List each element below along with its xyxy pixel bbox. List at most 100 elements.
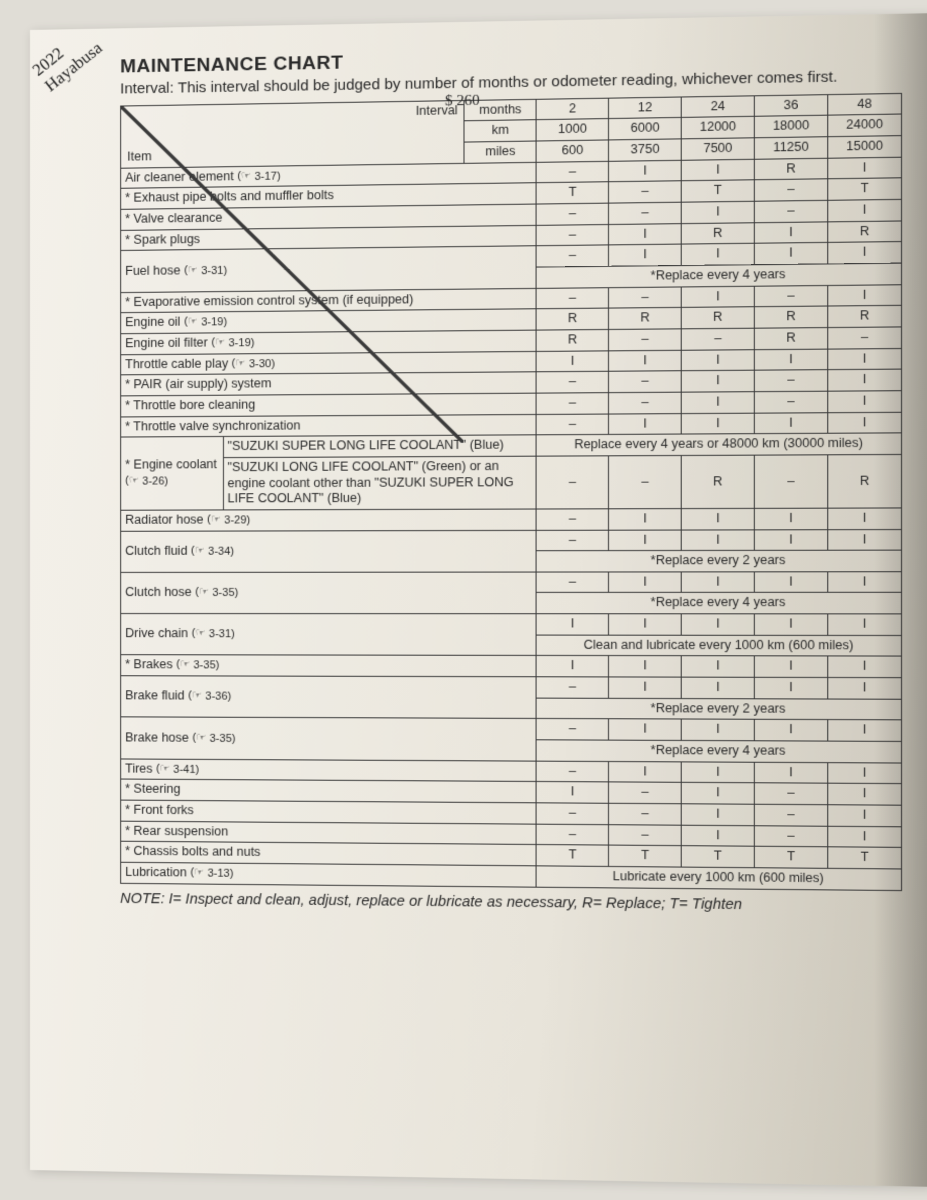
interval-cell: I (828, 391, 902, 413)
interval-cell: – (536, 393, 608, 414)
interval-cell: I (828, 242, 902, 264)
table-row: Radiator hose (☞ 3-29)–IIII (121, 508, 902, 531)
item-label: Radiator hose (☞ 3-29) (121, 509, 537, 531)
interval-cell: I (754, 508, 827, 529)
interval-cell: I (754, 243, 827, 265)
interval-cell: – (754, 783, 827, 805)
header-km-1: 6000 (609, 118, 682, 140)
table-row: * Brakes (☞ 3-35)IIIII (121, 655, 902, 678)
interval-cell: T (536, 845, 608, 867)
interval-cell: I (754, 677, 827, 698)
interval-cell: I (681, 159, 754, 181)
interval-cell: I (754, 529, 827, 550)
interval-cell: – (828, 327, 902, 349)
interval-cell: – (536, 372, 608, 393)
interval-cell: T (681, 846, 754, 868)
manual-page: 2022 Hayabusa $ 260 MAINTENANCE CHART In… (30, 13, 927, 1187)
interval-cell: R (536, 329, 608, 351)
interval-cell: R (609, 308, 682, 330)
item-label: Brake hose (☞ 3-35) (121, 717, 537, 761)
interval-cell: – (536, 719, 608, 740)
interval-cell: I (754, 221, 827, 243)
interval-cell: – (754, 391, 827, 413)
interval-span-note: Clean and lubricate every 1000 km (600 m… (536, 635, 901, 657)
interval-cell: I (681, 614, 754, 635)
interval-cell: I (754, 762, 827, 784)
interval-cell: – (536, 161, 608, 183)
header-months-1: 12 (609, 97, 682, 119)
interval-cell: I (681, 286, 754, 308)
interval-cell: I (828, 656, 902, 677)
header-miles-1: 3750 (609, 139, 682, 161)
interval-cell: R (754, 327, 827, 349)
interval-cell: I (828, 529, 902, 550)
interval-cell: – (754, 179, 827, 201)
interval-cell: I (609, 223, 682, 245)
interval-cell: – (609, 329, 682, 351)
interval-cell: I (609, 656, 682, 677)
interval-cell: I (754, 572, 827, 593)
interval-cell: I (828, 508, 902, 530)
interval-cell: I (754, 614, 827, 635)
table-row: Clutch hose (☞ 3-35)–IIII (121, 571, 902, 592)
interval-cell: I (681, 656, 754, 677)
interval-cell: I (754, 412, 827, 434)
interval-cell: I (828, 348, 902, 370)
header-months-0: 2 (536, 98, 608, 120)
interval-cell: – (609, 286, 682, 308)
interval-cell: I (828, 720, 902, 741)
table-row: "SUZUKI LONG LIFE COOLANT" (Green) or an… (121, 454, 902, 510)
interval-cell: I (828, 783, 902, 805)
item-label: Brake fluid (☞ 3-36) (121, 676, 537, 719)
interval-cell: I (681, 719, 754, 740)
header-unit-km: km (464, 120, 536, 142)
interval-cell: I (681, 677, 754, 698)
handwritten-model-note: 2022 Hayabusa (29, 23, 107, 96)
table-row: Brake fluid (☞ 3-36)–IIII (121, 676, 902, 699)
interval-cell: R (754, 158, 827, 180)
interval-cell: R (754, 306, 827, 328)
coolant-blue-span: Replace every 4 years or 48000 km (30000… (536, 433, 901, 456)
interval-cell: R (681, 455, 754, 508)
interval-span-note: Lubricate every 1000 km (600 miles) (536, 866, 901, 890)
header-miles-0: 600 (536, 140, 608, 162)
interval-cell: – (536, 287, 608, 309)
interval-cell: I (609, 761, 682, 783)
interval-cell: I (536, 350, 608, 372)
interval-cell: – (754, 825, 827, 847)
interval-cell: I (828, 199, 902, 221)
interval-cell: R (828, 454, 902, 508)
interval-cell: I (828, 614, 902, 635)
interval-cell: R (681, 222, 754, 244)
interval-cell: – (609, 824, 682, 846)
table-row: Brake hose (☞ 3-35)–IIII (121, 717, 902, 741)
interval-cell: – (609, 371, 682, 393)
item-label: * Throttle valve synchronization (121, 414, 537, 437)
interval-span-note: *Replace every 2 years (536, 698, 901, 720)
interval-cell: I (609, 160, 682, 182)
interval-cell: I (609, 530, 682, 551)
item-label: Throttle cable play (☞ 3-30) (121, 351, 537, 375)
maintenance-table: Intervalmonths212243648km100060001200018… (120, 93, 902, 891)
interval-cell: I (754, 720, 827, 741)
interval-cell: T (828, 847, 902, 869)
item-label: Drive chain (☞ 3-31) (121, 614, 537, 656)
interval-cell: I (609, 413, 682, 434)
interval-cell: – (536, 761, 608, 783)
item-label: * Steering (121, 779, 537, 802)
interval-cell: I (681, 392, 754, 414)
header-km-0: 1000 (536, 119, 608, 141)
interval-cell: I (828, 157, 902, 179)
interval-cell: I (681, 761, 754, 783)
interval-cell: – (681, 328, 754, 350)
coolant-green-label: "SUZUKI LONG LIFE COOLANT" (Green) or an… (223, 456, 536, 510)
interval-cell: R (536, 308, 608, 330)
interval-cell: – (609, 202, 682, 224)
interval-cell: I (681, 243, 754, 265)
interval-cell: – (536, 245, 608, 267)
interval-cell: I (609, 244, 682, 266)
interval-cell: I (828, 571, 902, 592)
interval-cell: T (681, 180, 754, 202)
item-label: Clutch fluid (☞ 3-34) (121, 530, 537, 572)
interval-cell: T (536, 182, 608, 204)
